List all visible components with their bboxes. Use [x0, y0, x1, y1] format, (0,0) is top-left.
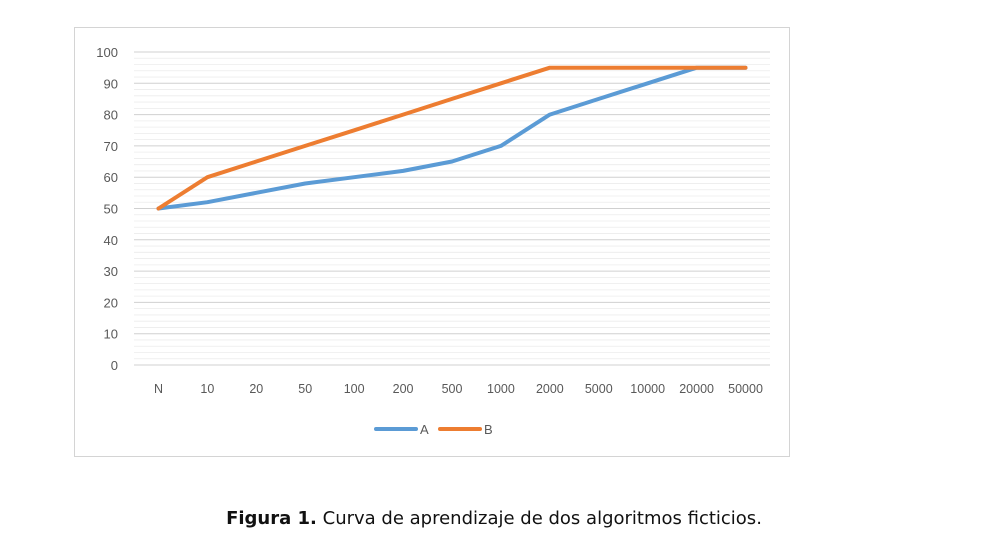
x-tick-label: 500 — [442, 382, 463, 396]
x-tick-label: 50 — [298, 382, 312, 396]
figure-label: Figura 1. — [226, 508, 317, 529]
y-tick-label: 0 — [111, 358, 118, 373]
x-tick-label: 1000 — [487, 382, 515, 396]
y-tick-label: 90 — [104, 76, 118, 91]
x-tick-label: 200 — [393, 382, 414, 396]
figure-caption: Figura 1. Curva de aprendizaje de dos al… — [0, 508, 988, 529]
x-tick-label: 20 — [249, 382, 263, 396]
series-lines — [156, 65, 748, 211]
x-tick-label: 50000 — [728, 382, 763, 396]
y-tick-label: 40 — [104, 233, 118, 248]
y-tick-label: 70 — [104, 139, 118, 154]
legend-label-a: A — [420, 422, 429, 437]
y-tick-label: 60 — [104, 170, 118, 185]
y-tick-label: 10 — [104, 327, 118, 342]
x-tick-label: 100 — [344, 382, 365, 396]
x-tick-label: 10000 — [630, 382, 665, 396]
y-tick-label: 50 — [104, 202, 118, 217]
legend-label-b: B — [484, 422, 493, 437]
series-line-b — [156, 65, 748, 211]
figure-text: Curva de aprendizaje de dos algoritmos f… — [322, 508, 762, 529]
x-axis-ticks: N 10 20 50 100 200 500 1000 2000 5000 10000 20000 50… — [154, 382, 763, 396]
grid-lines — [134, 51, 770, 366]
y-tick-label: 80 — [104, 108, 118, 123]
y-tick-label: 30 — [104, 264, 118, 279]
y-axis-ticks: 0 10 20 30 40 50 60 70 80 90 100 — [96, 45, 118, 373]
x-tick-label: 20000 — [679, 382, 714, 396]
x-tick-label: 2000 — [536, 382, 564, 396]
x-tick-label: N — [154, 382, 163, 396]
y-tick-label: 100 — [96, 45, 118, 60]
y-tick-label: 20 — [104, 295, 118, 310]
series-line-a — [156, 65, 748, 211]
x-tick-label: 10 — [200, 382, 214, 396]
chart-frame — [74, 27, 790, 457]
x-tick-label: 5000 — [585, 382, 613, 396]
